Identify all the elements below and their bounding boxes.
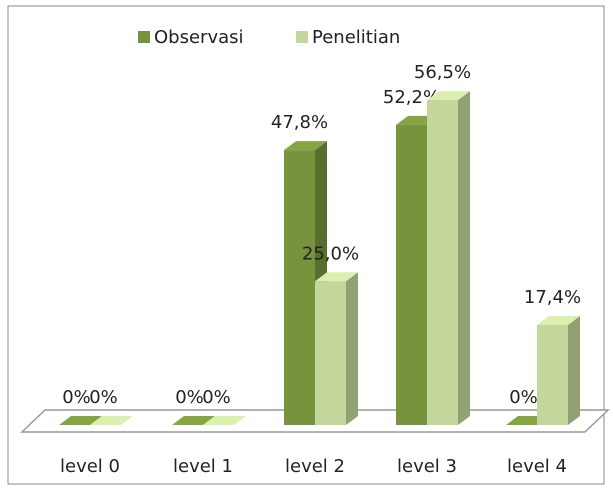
bar-side [458,91,470,425]
data-label: 0% [89,387,118,408]
legend-swatch [296,31,308,43]
legend-label: Penelitian [312,27,400,48]
data-label: 25,0% [302,243,359,264]
x-tick-label: level 3 [397,456,457,477]
bar-top [203,416,246,425]
x-tick-label: level 2 [285,456,345,477]
bar-top [315,272,358,282]
data-label: 0% [62,387,91,408]
legend-label: Observasi [154,27,244,48]
bar [537,324,568,425]
data-label: 56,5% [414,62,471,83]
data-label: 0% [509,387,538,408]
data-label: 0% [202,387,231,408]
data-label: 0% [175,387,204,408]
x-tick-label: level 0 [60,456,120,477]
bar-top [427,91,470,101]
bar-top [59,416,102,425]
bar-top [284,141,327,151]
bar-top [90,416,133,425]
bar-side [568,315,580,425]
bar-top [537,315,580,325]
bar-side [346,272,358,425]
bar [427,100,458,425]
legend-swatch [138,31,150,43]
data-label: 17,4% [524,287,581,308]
x-tick-label: level 1 [173,456,233,477]
data-label: 47,8% [271,112,328,133]
bar [315,281,346,425]
x-tick-label: level 4 [507,456,567,477]
data-label: 52,2% [383,87,440,108]
bar [396,124,427,425]
bar [284,150,315,425]
bar-top [172,416,215,425]
